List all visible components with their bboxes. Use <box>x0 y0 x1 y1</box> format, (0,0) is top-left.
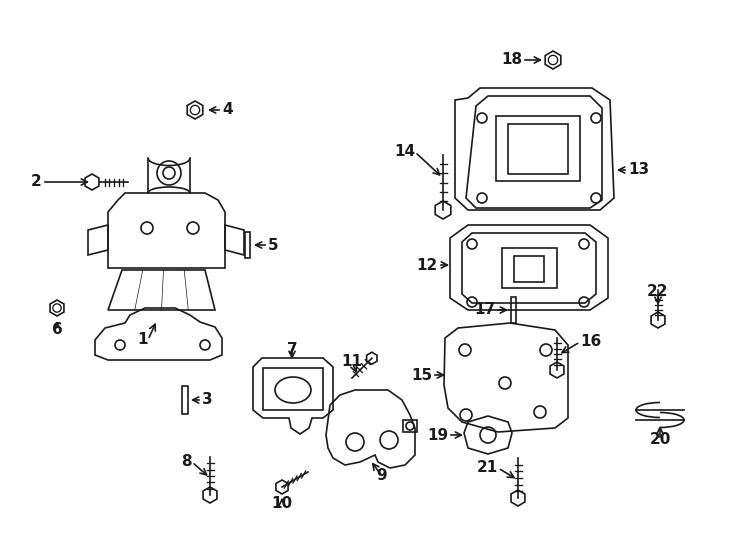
Text: 15: 15 <box>411 368 432 382</box>
Text: 18: 18 <box>501 52 522 68</box>
Text: 5: 5 <box>268 238 279 253</box>
Bar <box>403 420 417 432</box>
Bar <box>508 124 568 174</box>
Text: 17: 17 <box>474 302 495 318</box>
Text: 10: 10 <box>272 496 293 511</box>
Text: 9: 9 <box>377 469 388 483</box>
Text: 8: 8 <box>181 455 192 469</box>
Text: 6: 6 <box>51 322 62 338</box>
Bar <box>263 368 323 410</box>
Bar <box>502 248 557 288</box>
Bar <box>244 232 250 258</box>
Bar <box>496 116 580 181</box>
Text: 12: 12 <box>417 258 438 273</box>
Text: 7: 7 <box>287 342 297 357</box>
Text: 11: 11 <box>341 354 363 369</box>
Text: 4: 4 <box>222 103 233 118</box>
Text: 16: 16 <box>580 334 601 349</box>
Text: 2: 2 <box>32 174 42 190</box>
Bar <box>514 256 544 282</box>
Text: 14: 14 <box>394 145 415 159</box>
Text: 13: 13 <box>628 163 649 178</box>
Bar <box>511 297 515 323</box>
Text: 22: 22 <box>647 285 669 300</box>
Bar <box>182 386 188 414</box>
Text: 19: 19 <box>427 428 448 442</box>
Text: 21: 21 <box>477 461 498 476</box>
Text: 20: 20 <box>650 433 671 448</box>
Text: 3: 3 <box>202 393 213 408</box>
Text: 1: 1 <box>137 333 148 348</box>
